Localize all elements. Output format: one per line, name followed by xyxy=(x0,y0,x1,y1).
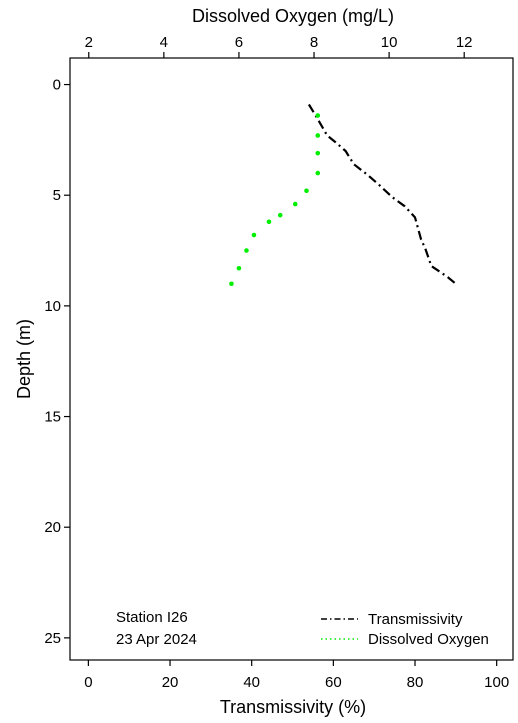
station-label: Station I26 xyxy=(116,609,188,626)
x-bottom-tick-label: 40 xyxy=(243,674,260,691)
series-point-dissolved-oxygen xyxy=(315,133,321,138)
y-tick-label: 25 xyxy=(44,630,61,647)
y-tick-label: 15 xyxy=(44,409,61,426)
x-top-tick-label: 8 xyxy=(310,34,318,51)
series-point-dissolved-oxygen xyxy=(229,281,234,287)
y-axis-title: Depth (m) xyxy=(14,319,34,399)
x-top-tick-label: 2 xyxy=(85,34,93,51)
series-line-transmissivity xyxy=(307,103,457,285)
left-axis: 0 5 10 15 20 25 xyxy=(44,77,70,647)
x-bottom-tick-label: 100 xyxy=(484,674,509,691)
series-point-dissolved-oxygen xyxy=(292,201,298,207)
series-point-dissolved-oxygen xyxy=(315,170,321,176)
legend: Transmissivity Dissolved Oxygen xyxy=(321,611,489,648)
x-top-axis-title: Dissolved Oxygen (mg/L) xyxy=(192,6,394,26)
series-point-dissolved-oxygen xyxy=(315,113,321,118)
series-point-dissolved-oxygen xyxy=(266,219,272,225)
x-bottom-tick-label: 60 xyxy=(325,674,342,691)
y-tick-label: 10 xyxy=(44,298,61,315)
x-top-tick-label: 4 xyxy=(160,34,168,51)
x-bottom-tick-label: 0 xyxy=(84,674,92,691)
x-bottom-axis-title: Transmissivity (%) xyxy=(220,697,366,717)
legend-label-transmissivity: Transmissivity xyxy=(368,611,463,628)
series-point-dissolved-oxygen xyxy=(304,188,309,194)
y-tick-label: 5 xyxy=(53,187,61,204)
top-axis: 2 4 6 8 10 12 xyxy=(85,34,473,58)
y-tick-label: 20 xyxy=(44,519,61,536)
series-point-dissolved-oxygen xyxy=(236,265,242,271)
legend-label-dissolved-oxygen: Dissolved Oxygen xyxy=(368,631,489,648)
series-layer xyxy=(229,103,457,287)
series-point-dissolved-oxygen xyxy=(315,150,321,156)
x-bottom-tick-label: 80 xyxy=(407,674,424,691)
x-top-tick-label: 12 xyxy=(456,34,473,51)
bottom-axis: 0 20 40 60 80 100 xyxy=(84,660,509,691)
series-point-dissolved-oxygen xyxy=(251,232,257,238)
plot-frame xyxy=(69,57,514,661)
series-point-dissolved-oxygen xyxy=(277,212,283,218)
y-tick-label: 0 xyxy=(53,77,61,94)
x-top-tick-label: 10 xyxy=(381,34,398,51)
date-label: 23 Apr 2024 xyxy=(116,631,197,648)
x-bottom-tick-label: 20 xyxy=(162,674,179,691)
x-top-tick-label: 6 xyxy=(235,34,243,51)
series-point-dissolved-oxygen xyxy=(244,248,249,253)
